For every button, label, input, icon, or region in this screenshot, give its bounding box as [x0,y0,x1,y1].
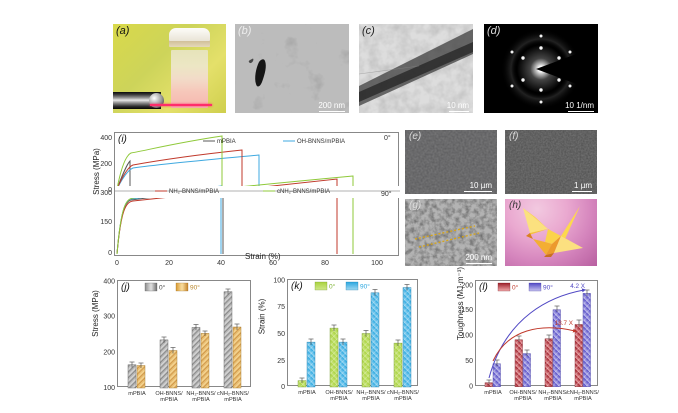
svg-text:400: 400 [103,279,115,286]
svg-text:NH₂-BNNS/mPBIA: NH₂-BNNS/mPBIA [169,189,219,195]
svg-text:OH-BNNS/mPBIA: OH-BNNS/mPBIA [297,139,345,145]
svg-text:200: 200 [103,349,115,356]
svg-text:0: 0 [469,384,473,391]
svg-text:20: 20 [165,260,173,267]
svg-text:0: 0 [108,250,112,257]
svg-text:18.7 X: 18.7 X [555,320,574,327]
svg-text:75: 75 [277,304,285,311]
svg-text:100: 100 [103,385,115,392]
svg-text:mPBIA: mPBIA [544,396,562,402]
svg-text:mPBIA: mPBIA [514,396,532,402]
svg-text:0°: 0° [512,284,519,292]
svg-text:100: 100 [273,278,285,285]
svg-text:100: 100 [371,260,383,267]
svg-text:mPBIA: mPBIA [394,396,412,402]
svg-text:200: 200 [100,161,112,168]
svg-text:40: 40 [217,260,225,267]
svg-text:90°: 90° [543,284,553,292]
svg-text:mPBIA: mPBIA [362,396,380,402]
svg-text:300: 300 [100,190,112,197]
svg-text:mPBIA: mPBIA [574,396,592,402]
svg-text:4.2 X: 4.2 X [570,283,586,290]
svg-text:60: 60 [269,260,277,267]
svg-text:80: 80 [321,260,329,267]
svg-text:300: 300 [103,314,115,321]
svg-text:cNH₂-BNNS/mPBIA: cNH₂-BNNS/mPBIA [277,189,330,195]
svg-text:mPBIA: mPBIA [484,390,502,396]
svg-text:0: 0 [115,260,119,267]
svg-text:90°: 90° [190,284,200,292]
svg-text:0: 0 [281,384,285,391]
svg-text:0°: 0° [159,284,166,292]
svg-text:mPBIA: mPBIA [160,397,178,403]
svg-text:0°: 0° [329,283,336,291]
svg-text:mPBIA: mPBIA [192,397,210,403]
svg-text:50: 50 [277,331,285,338]
svg-text:mPBIA: mPBIA [224,397,242,403]
svg-text:50: 50 [465,358,473,365]
svg-text:mPBIA: mPBIA [298,390,316,396]
svg-text:mPBIA: mPBIA [128,391,146,397]
svg-text:mPBIA: mPBIA [330,396,348,402]
svg-text:25: 25 [277,358,285,365]
svg-text:mPBIA: mPBIA [217,139,236,145]
svg-text:90°: 90° [360,283,370,291]
svg-text:150: 150 [100,219,112,226]
svg-text:400: 400 [100,135,112,142]
